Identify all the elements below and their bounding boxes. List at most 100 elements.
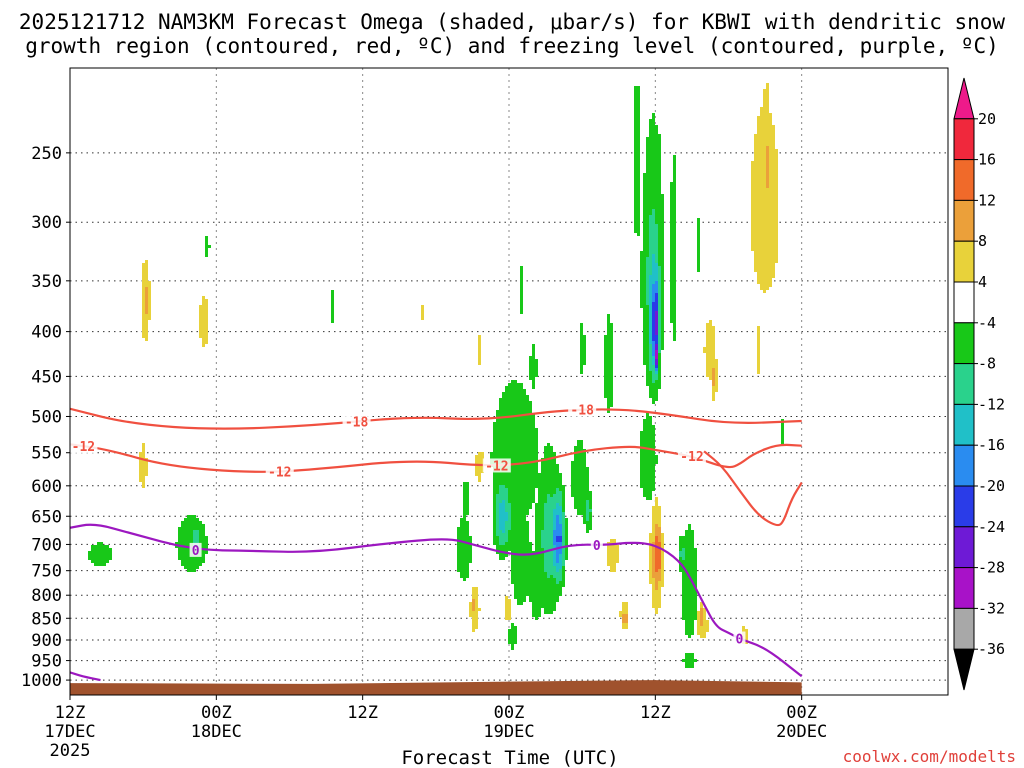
omega-cell bbox=[757, 119, 772, 122]
omega-cell bbox=[553, 521, 556, 524]
omega-cell bbox=[550, 575, 553, 578]
omega-cell bbox=[421, 317, 424, 320]
omega-cell bbox=[580, 335, 586, 338]
omega-cell bbox=[562, 503, 565, 506]
omega-cell bbox=[562, 554, 565, 557]
omega-cell bbox=[589, 503, 592, 506]
omega-cell bbox=[463, 485, 469, 488]
omega-cell bbox=[670, 278, 676, 281]
omega-cell bbox=[559, 488, 565, 491]
omega-cell bbox=[139, 464, 148, 467]
omega-cell bbox=[493, 425, 535, 428]
omega-cell bbox=[142, 323, 148, 326]
omega-cell bbox=[142, 482, 145, 485]
omega-cell bbox=[646, 266, 652, 269]
omega-cell bbox=[505, 509, 511, 512]
omega-cell bbox=[649, 551, 652, 554]
omega-cell bbox=[652, 377, 658, 380]
omega-cell bbox=[496, 497, 508, 500]
omega-cell bbox=[670, 242, 676, 245]
x-tick-label-time: 12Z bbox=[55, 703, 86, 723]
omega-cell bbox=[670, 200, 676, 203]
omega-cell bbox=[652, 311, 655, 314]
omega-cell bbox=[751, 173, 766, 176]
omega-cell bbox=[679, 566, 697, 569]
omega-cell bbox=[493, 503, 496, 506]
omega-cell bbox=[751, 233, 778, 236]
omega-cell bbox=[700, 605, 703, 608]
omega-cell bbox=[529, 371, 538, 374]
omega-cell bbox=[496, 527, 499, 530]
omega-cell bbox=[649, 536, 655, 539]
omega-cell bbox=[565, 551, 568, 554]
omega-cell bbox=[586, 530, 589, 533]
omega-cell bbox=[643, 179, 661, 182]
omega-cell bbox=[697, 614, 700, 617]
omega-cell bbox=[658, 248, 664, 251]
omega-cell bbox=[658, 284, 661, 287]
omega-cell bbox=[544, 452, 556, 455]
omega-cell bbox=[658, 290, 661, 293]
omega-cell bbox=[553, 551, 556, 554]
omega-cell bbox=[493, 542, 499, 545]
omega-cell bbox=[682, 659, 697, 662]
omega-cell bbox=[643, 314, 649, 317]
omega-cell bbox=[757, 338, 760, 341]
omega-cell bbox=[655, 554, 661, 557]
omega-cell bbox=[511, 551, 544, 554]
omega-cell bbox=[472, 620, 478, 623]
omega-cell bbox=[751, 179, 766, 182]
omega-cell bbox=[640, 449, 655, 452]
omega-cell bbox=[673, 173, 676, 176]
omega-cell bbox=[634, 134, 640, 137]
omega-cell bbox=[547, 500, 562, 503]
omega-cell bbox=[586, 512, 589, 515]
omega-cell bbox=[655, 260, 658, 263]
omega-cell bbox=[661, 554, 664, 557]
omega-cell bbox=[643, 224, 649, 227]
omega-cell bbox=[652, 356, 655, 359]
omega-cell bbox=[478, 350, 481, 353]
omega-cell bbox=[646, 140, 661, 143]
omega-cell bbox=[496, 506, 499, 509]
omega-cell bbox=[643, 182, 661, 185]
omega-cell bbox=[142, 320, 148, 323]
omega-cell bbox=[712, 368, 715, 371]
omega-cell bbox=[658, 245, 664, 248]
omega-cell bbox=[643, 344, 649, 347]
colorbar-label: 8 bbox=[978, 232, 987, 250]
omega-cell bbox=[493, 509, 496, 512]
omega-cell bbox=[652, 566, 655, 569]
omega-cell bbox=[673, 323, 676, 326]
omega-cell bbox=[457, 536, 472, 539]
omega-cell bbox=[703, 347, 715, 350]
omega-cell bbox=[649, 131, 658, 134]
omega-cell bbox=[532, 608, 541, 611]
omega-cell bbox=[145, 308, 148, 311]
omega-cell bbox=[574, 503, 586, 506]
omega-cell bbox=[655, 317, 658, 320]
omega-cell bbox=[562, 497, 565, 500]
omega-cell bbox=[490, 455, 538, 458]
omega-cell bbox=[496, 521, 499, 524]
y-tick-label: 700 bbox=[31, 535, 62, 555]
omega-cell bbox=[661, 536, 664, 539]
omega-cell bbox=[205, 242, 208, 245]
omega-cell bbox=[643, 356, 649, 359]
omega-cell bbox=[658, 287, 661, 290]
omega-cell bbox=[766, 83, 769, 86]
omega-cell bbox=[655, 560, 661, 563]
omega-cell bbox=[640, 281, 646, 284]
omega-cell bbox=[457, 527, 469, 530]
omega-cell bbox=[706, 353, 715, 356]
omega-cell bbox=[493, 449, 538, 452]
omega-cell bbox=[148, 293, 151, 296]
x-tick-label-time: 12Z bbox=[640, 703, 671, 723]
omega-cell bbox=[685, 530, 694, 533]
omega-cell bbox=[634, 176, 640, 179]
omega-cell bbox=[607, 323, 613, 326]
omega-cell bbox=[580, 350, 586, 353]
omega-cell bbox=[670, 299, 676, 302]
omega-cell bbox=[91, 560, 109, 563]
x-tick-label-time: 00Z bbox=[786, 703, 817, 723]
